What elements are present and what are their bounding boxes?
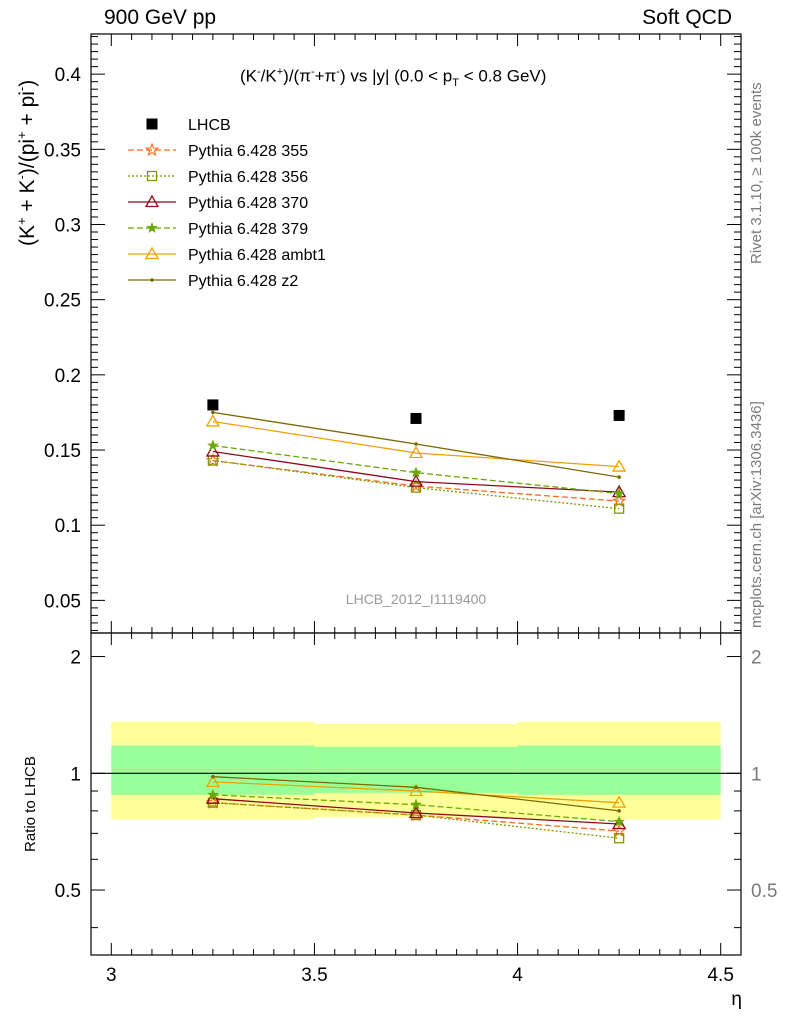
legend-entry-0-marker: [146, 118, 158, 130]
ratio-series-4-point: [612, 795, 627, 808]
main-series-4-point: [613, 487, 625, 499]
legend-entry-3-label: Pythia 6.428 370: [188, 195, 308, 212]
main-y-tick-label: 0.1: [55, 516, 81, 537]
main-series-4-line: [212, 444, 620, 495]
ratio-y-tick-label-right: 1: [751, 764, 762, 785]
main-y-tick-label: 0.25: [44, 291, 81, 312]
ratio-series-3-point: [613, 815, 625, 827]
legend-entry-1-marker: [144, 142, 160, 157]
chart-title: (K-/K+)/(π-+π-) vs |y| (0.0 < pT < 0.8 G…: [240, 66, 547, 90]
ratio-series-5-point: [617, 809, 621, 813]
x-tick-label: 3.5: [301, 965, 327, 986]
legend-entry-6-marker: [150, 278, 154, 282]
ratio-band-inner: [111, 745, 315, 795]
main-series-2-point: [613, 503, 625, 514]
ratio-y-tick-label: 0.5: [55, 881, 81, 902]
main-series-6-point: [211, 410, 215, 415]
main-series-2-line: [212, 459, 620, 510]
legend-entry-3-marker: [144, 194, 160, 208]
ratio-y-tick-label-right: 0.5: [751, 881, 777, 902]
analysis-watermark: LHCB_2012_I1119400: [346, 591, 487, 607]
ratio-series-3-point: [207, 788, 219, 800]
legend-entry-5-marker: [144, 246, 160, 260]
main-y-tick-label: 0.3: [55, 215, 81, 236]
legend-entry-2-marker: [146, 170, 158, 182]
ratio-series-2-point: [612, 816, 627, 830]
main-series-3-point: [408, 474, 424, 487]
main-series-0-point: [207, 399, 219, 411]
main-series-3-point: [205, 444, 220, 457]
ratio-y-tick-label-right: 2: [751, 648, 762, 669]
main-series-4-point: [207, 439, 219, 451]
ratio-y-tick-label: 1: [70, 764, 81, 785]
legend-entry-5-label: Pythia 6.428 ambt1: [188, 247, 326, 264]
legend-entry-2-label: Pythia 6.428 356: [188, 169, 308, 186]
main-series-3-line: [212, 450, 620, 493]
main-series-5-point: [408, 445, 424, 459]
main-series-4-point: [410, 466, 422, 478]
legend-entry-1-label: Pythia 6.428 355: [188, 143, 308, 160]
main-series-5-line: [212, 420, 620, 468]
main-series-6-point: [414, 442, 418, 446]
ratio-series-0-line: [212, 802, 620, 832]
main-y-tick-label: 0.4: [55, 65, 82, 86]
ratio-series-5-point: [414, 785, 418, 790]
legend-entry-0-label: LHCB: [188, 117, 231, 134]
main-series-2-point: [410, 482, 422, 493]
ratio-y-tick-label: 2: [70, 648, 81, 669]
main-series-3-point: [612, 484, 627, 498]
ratio-series-2-point: [408, 805, 424, 819]
ratio-band-inner: [517, 745, 721, 795]
x-tick-label: 3: [106, 965, 117, 986]
legend-entry-4-label: Pythia 6.428 379: [188, 221, 308, 238]
ratio-series-3-point: [410, 798, 422, 810]
ratio-series-4-point: [205, 774, 220, 788]
ratio-series-2-line: [212, 798, 620, 825]
x-tick-label: 4.5: [707, 965, 733, 986]
main-series-0-point: [613, 409, 625, 421]
main-y-tick-label: 0.15: [44, 441, 81, 462]
legend-entry-4-marker: [146, 221, 158, 233]
header-right: Soft QCD: [642, 6, 732, 29]
legend-entry-6-label: Pythia 6.428 z2: [188, 273, 298, 290]
x-tick-label: 4: [512, 965, 523, 986]
main-y-tick-label: 0.2: [55, 366, 81, 387]
main-series-0-point: [410, 412, 422, 424]
ratio-series-1-point: [613, 833, 625, 844]
main-series-6-point: [617, 475, 621, 479]
main-series-5-point: [612, 459, 627, 472]
main-series-5-point: [205, 414, 220, 427]
ratio-x-axis-title: η: [731, 989, 742, 1010]
ratio-series-4-line: [212, 781, 620, 804]
ratio-series-5-point: [211, 774, 215, 779]
main-y-tick-label: 0.05: [44, 591, 81, 612]
ratio-series-4-point: [408, 783, 424, 797]
header-left: 900 GeV pp: [104, 6, 217, 29]
main-y-tick-label: 0.35: [44, 140, 81, 161]
